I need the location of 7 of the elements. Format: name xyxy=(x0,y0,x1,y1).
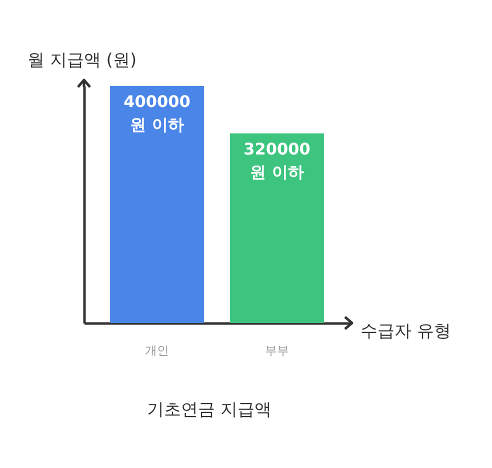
data-label: 400000 원 이하 xyxy=(124,92,190,134)
x-tick-label: 부부 xyxy=(264,344,289,358)
x-axis-title: 수급자 유형 xyxy=(360,322,451,342)
x-tick-label: 개인 xyxy=(145,344,170,358)
y-axis-title: 월 지급액 (원) xyxy=(28,50,137,70)
data-label: 320000 원 이하 xyxy=(244,139,310,182)
text: 기초연금 지급액 xyxy=(147,400,272,420)
